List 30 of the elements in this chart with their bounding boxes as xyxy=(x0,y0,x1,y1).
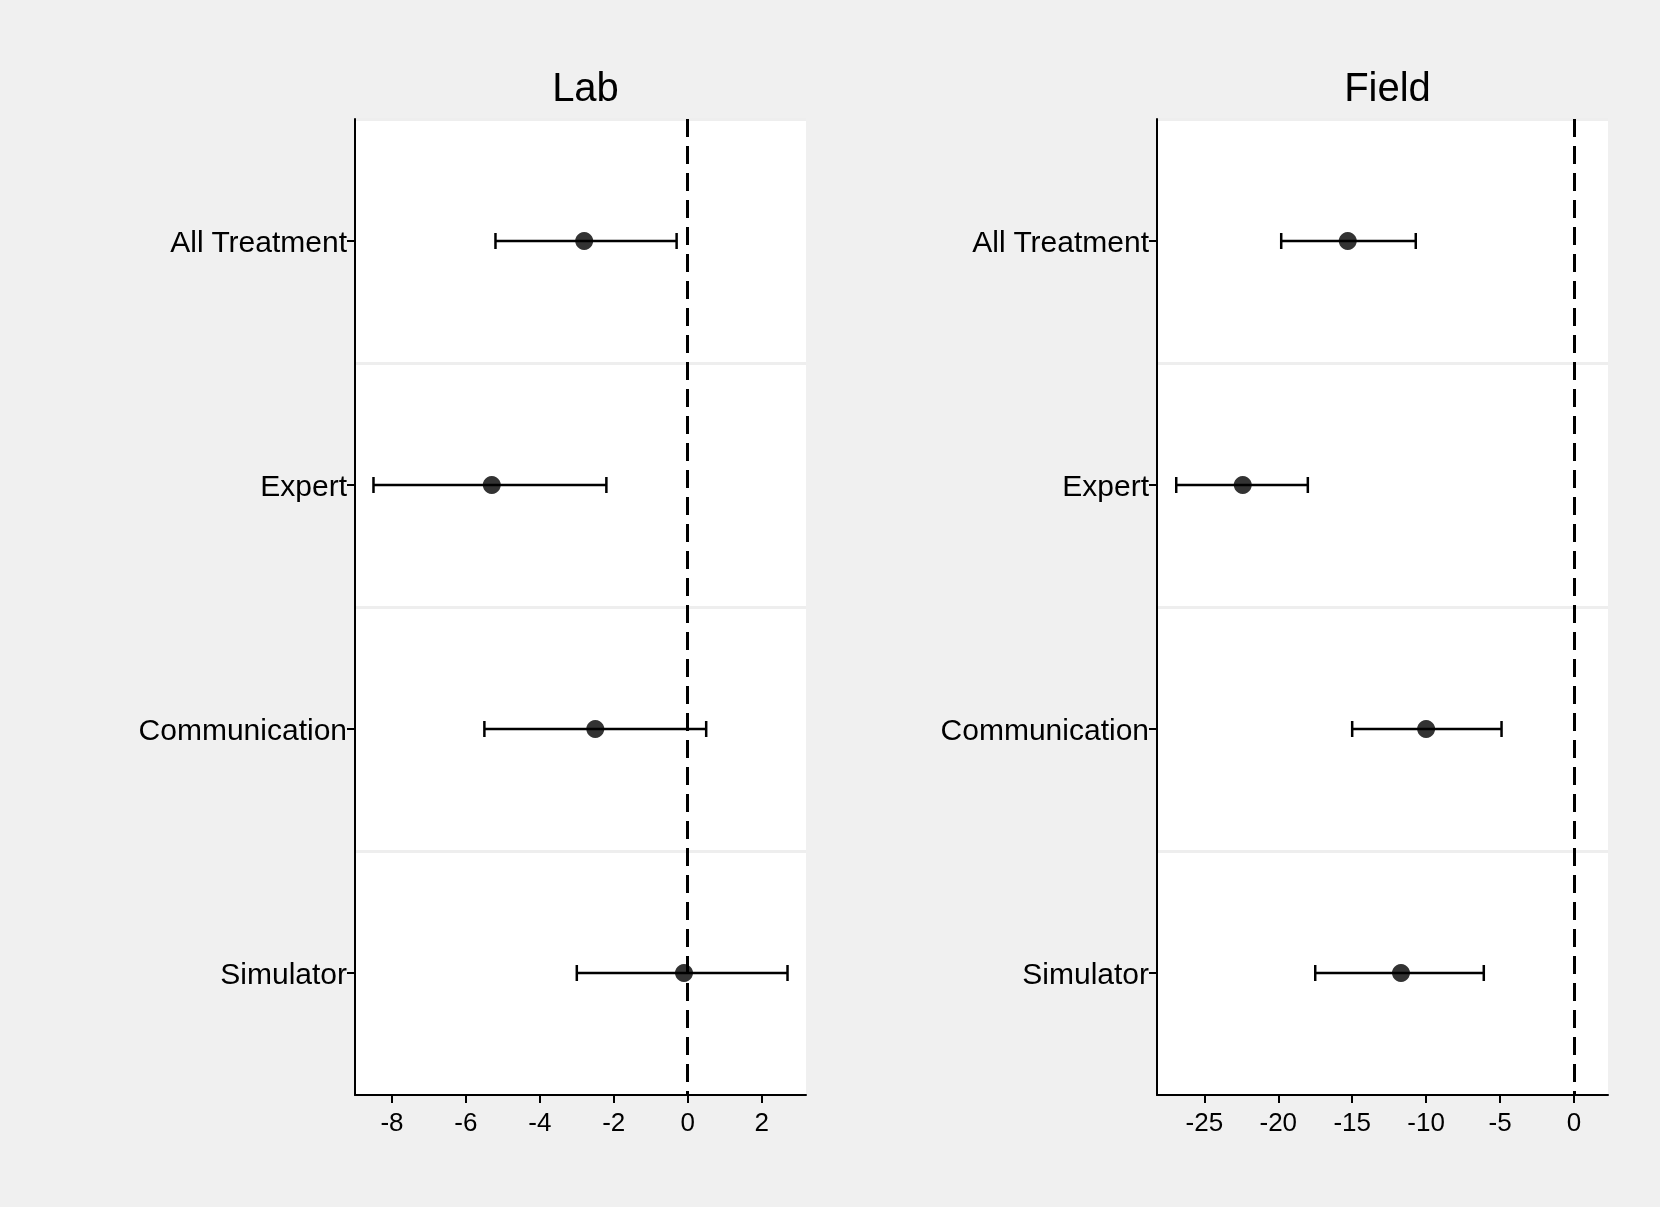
point xyxy=(586,720,605,738)
point xyxy=(575,232,594,250)
x-tick-label: 0 xyxy=(680,1107,695,1137)
chart-title: Lab xyxy=(552,65,619,109)
point xyxy=(1417,720,1436,738)
x-tick-label: 2 xyxy=(754,1107,769,1137)
x-tick-label: -5 xyxy=(1488,1107,1512,1137)
x-tick-label: -10 xyxy=(1407,1107,1445,1137)
y-tick-label: All Treatment xyxy=(170,224,348,258)
y-tick-label: Simulator xyxy=(220,956,347,990)
point xyxy=(1338,232,1357,250)
y-tick-label: Expert xyxy=(1062,468,1150,502)
chart-title: Field xyxy=(1344,65,1431,109)
y-tick-label: Communication xyxy=(138,712,347,746)
x-tick-label: 0 xyxy=(1566,1107,1582,1137)
x-tick-label: -20 xyxy=(1259,1107,1298,1137)
x-tick-label: -8 xyxy=(380,1107,404,1137)
x-tick-label: -2 xyxy=(602,1107,626,1137)
x-tick-label: -6 xyxy=(454,1107,478,1137)
y-tick-label: Simulator xyxy=(1022,956,1149,990)
point xyxy=(675,964,694,982)
y-tick-label: Expert xyxy=(260,468,348,502)
point xyxy=(482,476,501,494)
point xyxy=(1233,476,1252,494)
x-tick-label: -15 xyxy=(1333,1107,1371,1137)
y-tick-label: All Treatment xyxy=(972,224,1150,258)
y-tick-label: Communication xyxy=(940,712,1149,746)
x-tick-label: -25 xyxy=(1185,1107,1224,1137)
x-tick-label: -4 xyxy=(528,1107,552,1137)
point xyxy=(1392,964,1410,982)
